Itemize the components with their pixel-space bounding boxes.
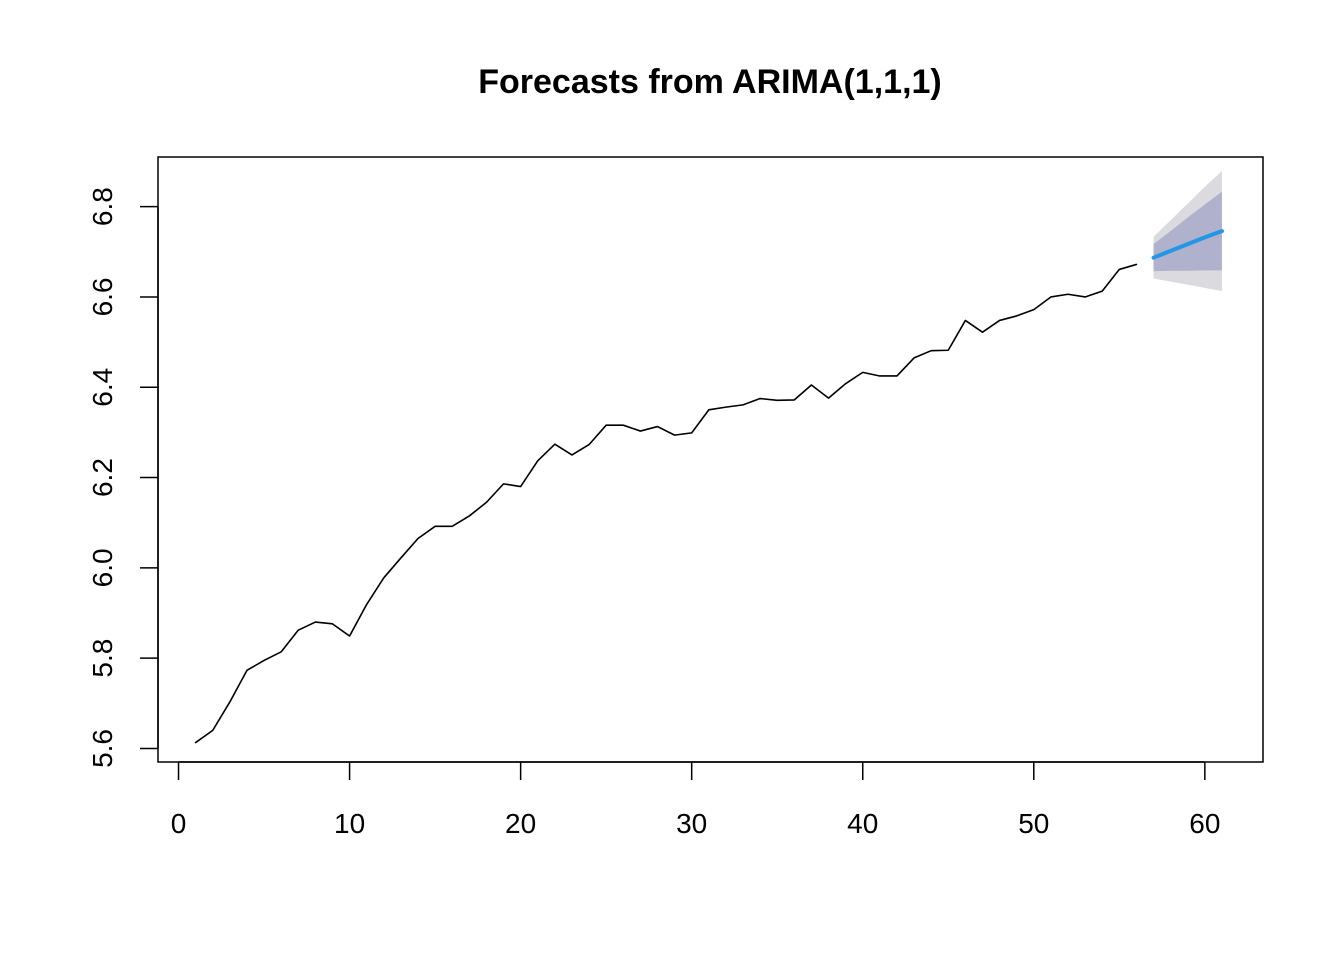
y-axis: 5.6 5.8 6.0 6.2 6.4 6.6 6.8 [87, 187, 159, 768]
x-tick-label: 50 [1018, 808, 1049, 839]
chart-title: Forecasts from ARIMA(1,1,1) [478, 63, 942, 101]
x-tick-label: 10 [334, 808, 365, 839]
y-tick-label: 5.6 [87, 729, 118, 768]
x-axis: 0 10 20 30 40 50 60 [171, 761, 1220, 839]
series-lines [194, 229, 1224, 744]
x-tick-label: 30 [676, 808, 707, 839]
plot-frame [157, 156, 1264, 763]
y-tick-label: 6.6 [87, 277, 118, 316]
y-tick-label: 6.0 [87, 548, 118, 587]
x-tick-label: 60 [1189, 808, 1220, 839]
x-tick-label: 0 [171, 808, 187, 839]
y-tick-label: 5.8 [87, 639, 118, 678]
x-tick-label: 20 [505, 808, 536, 839]
x-tick-label: 40 [847, 808, 878, 839]
prediction-intervals [1153, 170, 1222, 292]
y-tick-label: 6.8 [87, 187, 118, 226]
forecast-mean-line [1151, 229, 1224, 260]
y-tick-label: 6.2 [87, 458, 118, 497]
y-tick-label: 6.4 [87, 368, 118, 407]
observed-series-line [194, 263, 1138, 744]
